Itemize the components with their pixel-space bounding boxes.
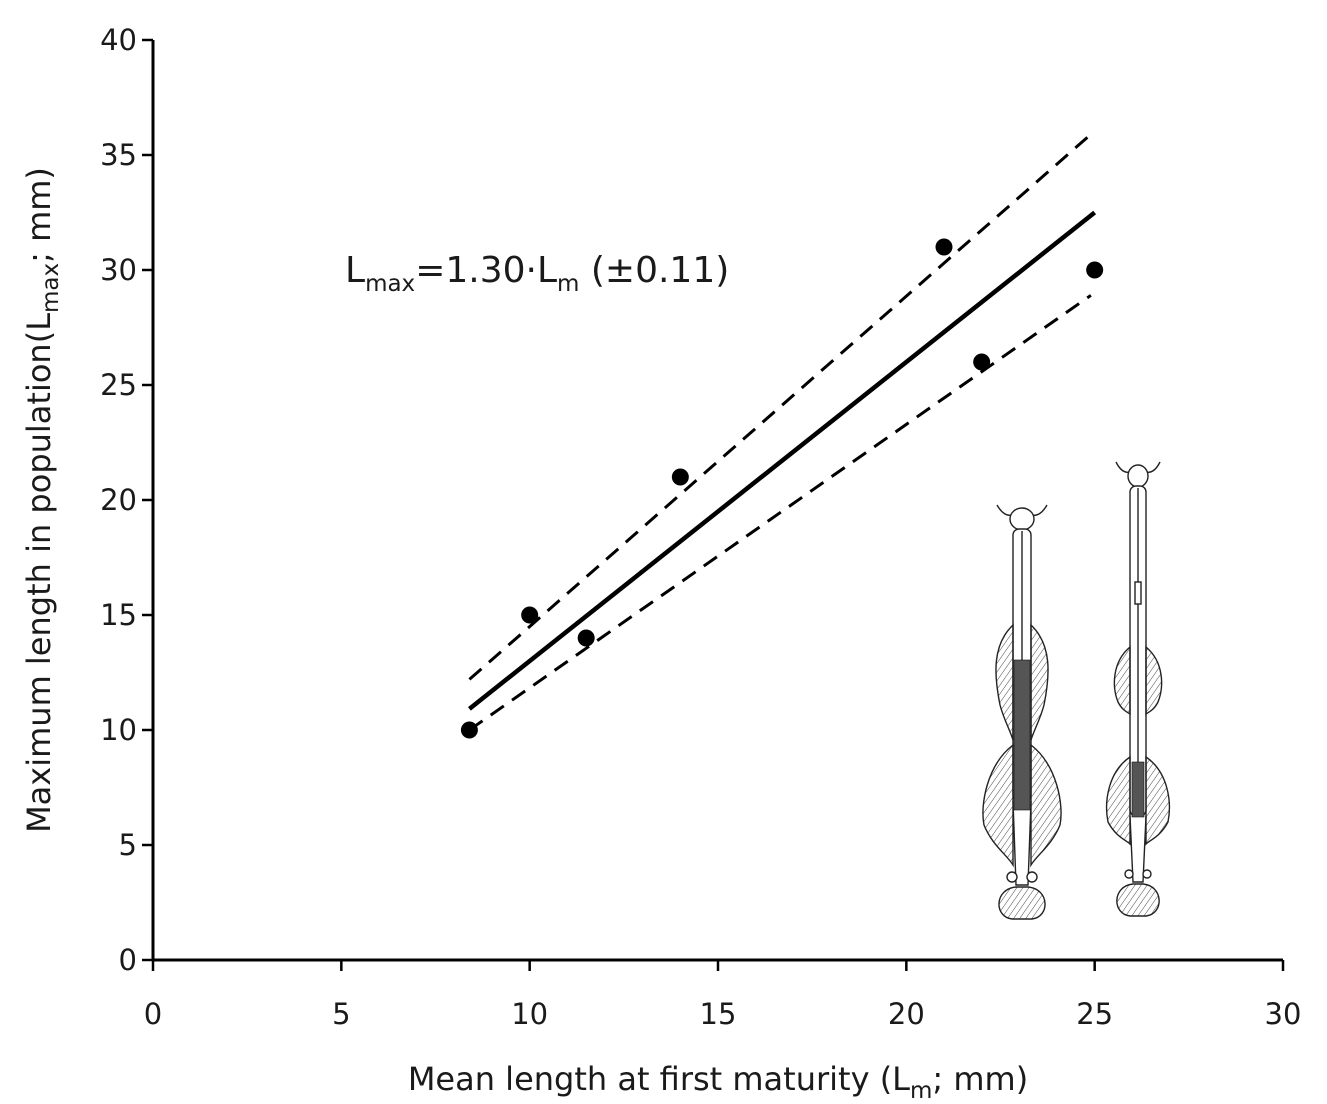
y-tick-label: 25 [100, 368, 137, 402]
y-tick-label: 15 [100, 598, 137, 632]
y-tick-label: 35 [100, 138, 137, 172]
x-tick-label: 30 [1265, 997, 1302, 1031]
shrimp-male-icon [1105, 461, 1171, 917]
x-tick-label: 0 [144, 997, 162, 1031]
y-axis-title: Maximum length in population(Lmax; mm) [20, 167, 64, 833]
y-tick-label: 40 [100, 23, 137, 57]
y-tick-label: 10 [100, 713, 137, 747]
data-point [671, 468, 689, 486]
regression-line [468, 210, 1097, 711]
data-point [460, 721, 478, 739]
equation-annotation: Lmax=1.30·Lm (±0.11) [345, 250, 729, 297]
x-ticks: 0 5 10 15 20 25 30 [144, 960, 1302, 1031]
x-tick-label: 20 [888, 997, 925, 1031]
y-tick-label: 0 [119, 943, 137, 977]
data-point [935, 238, 953, 256]
x-tick-label: 10 [511, 997, 548, 1031]
x-tick-label: 5 [332, 997, 350, 1031]
data-point [973, 353, 991, 371]
x-tick-label: 25 [1076, 997, 1113, 1031]
data-point [521, 606, 539, 624]
data-point [577, 629, 595, 647]
shrimp-female-icon [982, 504, 1062, 920]
upper-confidence-line [468, 133, 1092, 681]
y-ticks: 0 5 10 15 20 25 30 35 40 [100, 23, 153, 977]
y-tick-label: 5 [119, 828, 137, 862]
x-tick-label: 15 [700, 997, 737, 1031]
y-tick-label: 20 [100, 483, 137, 517]
y-tick-label: 30 [100, 253, 137, 287]
data-point [1086, 261, 1104, 279]
x-axis-title: Mean length at first maturity (Lm; mm) [408, 1060, 1028, 1104]
data-points [460, 238, 1104, 739]
